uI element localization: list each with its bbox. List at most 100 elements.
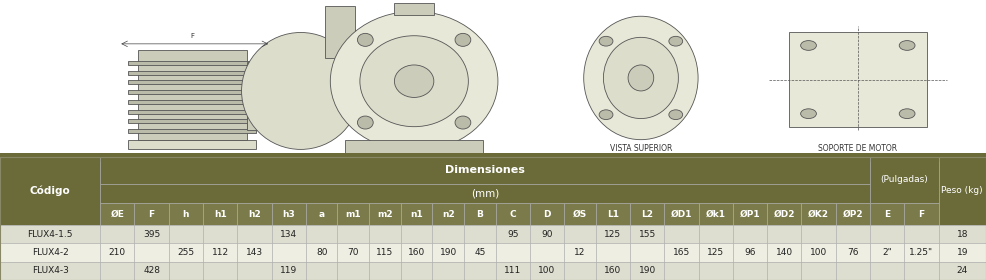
Bar (101, 225, 134, 243)
Bar (306, 203, 337, 225)
Bar (870, 225, 904, 243)
Bar (665, 203, 699, 225)
Bar (394, 3, 434, 15)
Bar (400, 225, 433, 243)
Bar (789, 32, 927, 127)
Bar (767, 225, 802, 243)
Bar (246, 62, 271, 130)
Text: 160: 160 (604, 266, 621, 275)
Text: D: D (543, 210, 551, 219)
Bar (802, 225, 836, 243)
Text: Código: Código (30, 186, 70, 196)
Text: h2: h2 (248, 210, 260, 219)
Text: FLUX4-1.5: FLUX4-1.5 (28, 230, 73, 239)
Bar (596, 203, 630, 225)
Text: 18: 18 (956, 230, 968, 239)
Text: 125: 125 (604, 230, 621, 239)
Text: F: F (918, 210, 925, 219)
Text: FLUX4-2: FLUX4-2 (32, 248, 68, 257)
Bar (699, 262, 733, 280)
Ellipse shape (669, 110, 682, 120)
Text: SOPORTE DE MOTOR: SOPORTE DE MOTOR (818, 144, 897, 153)
Text: ØE: ØE (110, 210, 124, 219)
Bar (904, 203, 939, 225)
Ellipse shape (603, 37, 678, 118)
Bar (0, 153, 986, 162)
Text: 165: 165 (672, 248, 690, 257)
Bar (271, 203, 306, 225)
Bar (369, 243, 400, 262)
Text: 100: 100 (538, 266, 556, 275)
Text: 19: 19 (956, 248, 968, 257)
Text: VISTA SUPERIOR: VISTA SUPERIOR (609, 144, 672, 153)
Bar (870, 243, 904, 262)
Bar (496, 203, 529, 225)
Text: 115: 115 (377, 248, 393, 257)
Bar (733, 262, 767, 280)
Bar (596, 225, 630, 243)
Bar (699, 225, 733, 243)
Text: ØP2: ØP2 (843, 210, 863, 219)
Bar (802, 203, 836, 225)
Bar (529, 262, 564, 280)
Bar (464, 243, 496, 262)
Bar (101, 262, 134, 280)
Text: 100: 100 (810, 248, 827, 257)
Bar (564, 225, 596, 243)
Bar (767, 262, 802, 280)
Bar (128, 100, 256, 104)
Text: 155: 155 (639, 230, 656, 239)
Text: 45: 45 (474, 248, 485, 257)
Text: h: h (182, 210, 189, 219)
Ellipse shape (801, 41, 816, 50)
Text: 76: 76 (847, 248, 859, 257)
Text: 70: 70 (347, 248, 359, 257)
Bar (169, 225, 203, 243)
Text: h3: h3 (282, 210, 295, 219)
Bar (596, 262, 630, 280)
Text: 428: 428 (143, 266, 160, 275)
Bar (101, 243, 134, 262)
Bar (529, 243, 564, 262)
Bar (904, 262, 939, 280)
Bar (169, 262, 203, 280)
Bar (203, 243, 238, 262)
Ellipse shape (330, 11, 498, 151)
Bar (134, 225, 169, 243)
Bar (400, 262, 433, 280)
Bar (271, 225, 306, 243)
Text: Peso (kg): Peso (kg) (942, 186, 983, 195)
Ellipse shape (899, 41, 915, 50)
Bar (134, 262, 169, 280)
Bar (733, 225, 767, 243)
Bar (665, 225, 699, 243)
Bar (433, 225, 464, 243)
Text: F: F (190, 33, 194, 39)
Bar (134, 203, 169, 225)
Text: ØD1: ØD1 (670, 210, 692, 219)
Bar (0, 225, 101, 243)
Bar (596, 243, 630, 262)
Ellipse shape (669, 36, 682, 46)
Ellipse shape (360, 36, 468, 127)
Text: B: B (476, 210, 483, 219)
Text: 210: 210 (108, 248, 126, 257)
Ellipse shape (584, 16, 698, 140)
Bar (564, 203, 596, 225)
Bar (337, 203, 369, 225)
Bar (802, 262, 836, 280)
Bar (630, 203, 665, 225)
Ellipse shape (899, 109, 915, 118)
Bar (271, 243, 306, 262)
Bar (665, 243, 699, 262)
Text: (Pulgadas): (Pulgadas) (880, 176, 928, 185)
Bar (306, 225, 337, 243)
Bar (101, 184, 870, 203)
Ellipse shape (242, 32, 360, 150)
Bar (369, 262, 400, 280)
Bar (306, 243, 337, 262)
Bar (128, 71, 256, 75)
Bar (433, 262, 464, 280)
Text: m1: m1 (345, 210, 361, 219)
Bar (337, 225, 369, 243)
